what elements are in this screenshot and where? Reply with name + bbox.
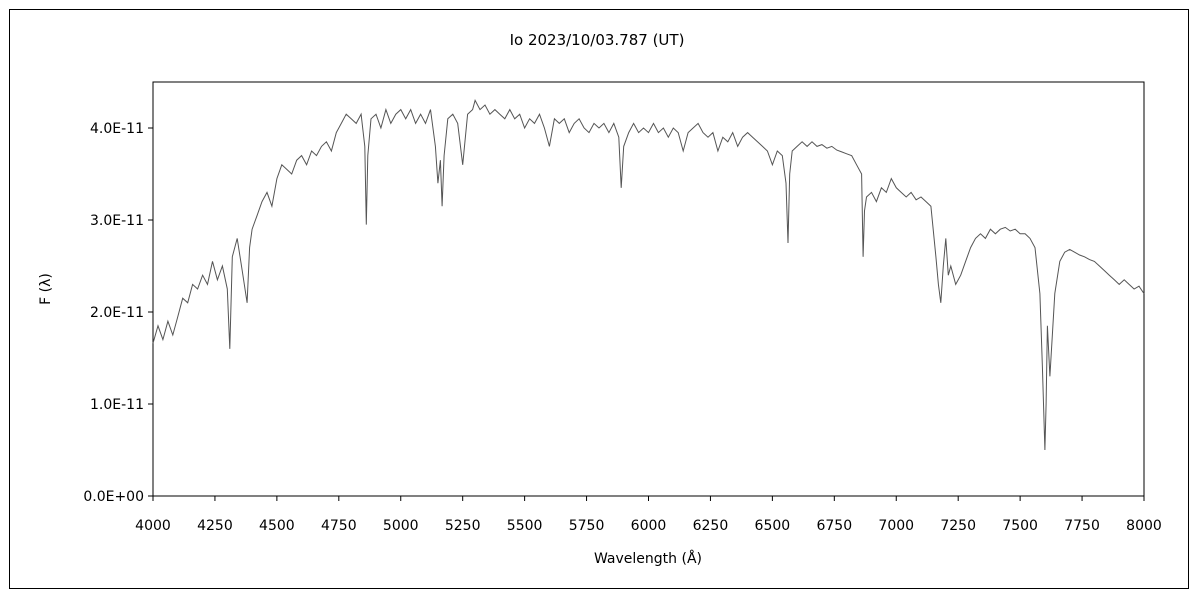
chart-title: Io 2023/10/03.787 (UT) <box>510 31 685 49</box>
x-tick-label: 4750 <box>321 518 357 534</box>
x-tick-label: 4250 <box>197 518 233 534</box>
x-tick-label: 6000 <box>631 518 667 534</box>
x-tick-label: 5750 <box>569 518 605 534</box>
plot-area <box>152 81 1145 497</box>
series-layer <box>152 99 1145 451</box>
y-tick-label: 4.0E-11 <box>90 121 144 137</box>
y-tick-label: 2.0E-11 <box>90 305 144 321</box>
y-tick-label: 3.0E-11 <box>90 213 144 229</box>
y-axis-label: F (λ) <box>38 273 54 305</box>
chart-frame <box>9 9 1189 589</box>
x-tick-label: 6750 <box>816 518 852 534</box>
x-tick-label: 7750 <box>1064 518 1100 534</box>
x-tick-label: 4500 <box>259 518 295 534</box>
x-axis-label: Wavelength (Å) <box>594 550 702 567</box>
x-tick-label: 5500 <box>507 518 543 534</box>
x-tick-label: 5000 <box>383 518 419 534</box>
x-tick-label: 7000 <box>878 518 914 534</box>
x-tick-label: 6500 <box>755 518 791 534</box>
y-axis: 0.0E+00 1.0E-11 2.0E-11 3.0E-11 4.0E-11 <box>83 121 153 505</box>
x-tick-label: 8000 <box>1126 518 1162 534</box>
x-tick-label: 7250 <box>940 518 976 534</box>
series-line <box>152 99 1145 451</box>
x-tick-label: 4000 <box>135 518 171 534</box>
y-tick-label: 1.0E-11 <box>90 397 144 413</box>
x-axis: 4000 4250 4500 4750 5000 5250 5500 5750 6000 6250… <box>135 496 1162 534</box>
y-tick-label: 0.0E+00 <box>83 489 144 505</box>
x-tick-label: 7500 <box>1002 518 1038 534</box>
x-tick-label: 5250 <box>445 518 481 534</box>
x-tick-label: 6250 <box>693 518 729 534</box>
